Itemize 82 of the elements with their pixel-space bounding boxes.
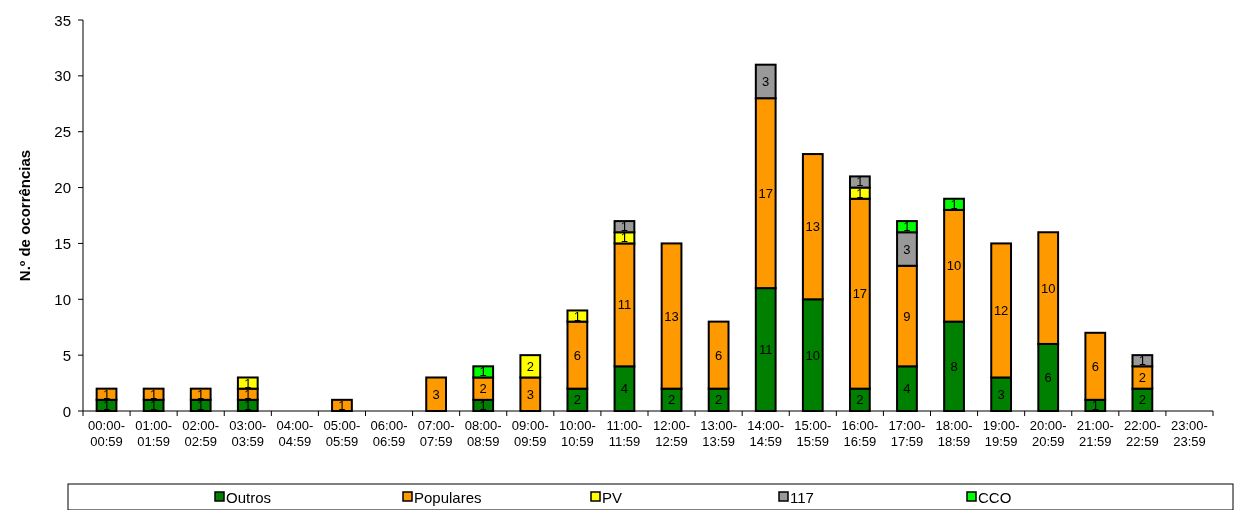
data-label: 1: [244, 375, 252, 391]
data-label: 12: [993, 302, 1009, 318]
x-tick-label: 16:00-16:59: [841, 418, 879, 449]
data-label: 13: [805, 219, 821, 235]
x-tick-label: 12:00-12:59: [653, 418, 690, 449]
data-label: 3: [997, 386, 1005, 402]
data-label: 2: [1138, 392, 1146, 408]
data-label: 6: [573, 347, 581, 363]
legend-label: Outros: [226, 488, 272, 506]
data-label: 10: [805, 347, 821, 363]
data-label: 1: [150, 386, 158, 402]
legend-label: Populares: [414, 488, 482, 506]
x-tick-label: 07:00-07:59: [417, 418, 455, 449]
data-label: 2: [479, 381, 487, 397]
data-label: 2: [573, 392, 581, 408]
data-label: 6: [1091, 358, 1099, 374]
data-label: 8: [950, 358, 958, 374]
y-tick-label: 5: [62, 346, 71, 364]
x-tick-label: 04:00-04:59: [276, 418, 314, 449]
data-label: 1: [197, 386, 205, 402]
y-tick-label: 15: [54, 234, 71, 252]
data-label: 1: [338, 397, 346, 413]
data-label: 6: [715, 347, 723, 363]
data-label: 4: [903, 381, 911, 397]
x-tick-label: 13:00-13:59: [700, 418, 738, 449]
x-tick-label: 20:00-20:59: [1029, 418, 1067, 449]
x-tick-label: 17:00-17:59: [888, 418, 926, 449]
data-label: 2: [526, 358, 534, 374]
legend-label: CCO: [978, 488, 1012, 506]
y-tick-label: 20: [54, 179, 71, 197]
data-label: 10: [946, 258, 962, 274]
x-tick-label: 01:00-01:59: [135, 418, 173, 449]
data-label: 1: [102, 386, 111, 402]
data-label: 1: [573, 308, 581, 324]
x-tick-label: 21:00-21:59: [1076, 418, 1114, 449]
data-label: 1: [479, 397, 487, 413]
legend-label: PV: [602, 488, 623, 506]
x-tick-label: 02:00-02:59: [182, 418, 220, 449]
data-label: 10: [1040, 280, 1056, 296]
data-label: 17: [758, 185, 773, 201]
data-label: 3: [903, 241, 911, 257]
data-label: 2: [856, 392, 864, 408]
data-label: 2: [667, 392, 676, 408]
data-label: 1: [479, 364, 487, 380]
x-tick-label: 10:00-10:59: [558, 418, 596, 449]
data-label: 11: [758, 342, 773, 358]
y-tick-label: 10: [54, 290, 71, 308]
data-label: 4: [620, 381, 629, 397]
x-tick-label: 23:00-23:59: [1171, 418, 1208, 449]
data-label: 17: [852, 286, 868, 302]
data-label: 11: [617, 297, 632, 313]
data-label: 1: [620, 230, 629, 246]
data-label: 13: [664, 308, 679, 324]
x-tick-label: 11:00-11:59: [606, 418, 643, 449]
y-tick-label: 0: [62, 402, 71, 420]
y-tick-label: 25: [54, 123, 71, 141]
x-tick-label: 00:00-00:59: [88, 418, 125, 449]
x-tick-label: 19:00-19:59: [982, 418, 1020, 449]
data-label: 1: [1138, 353, 1146, 369]
x-tick-label: 09:00-09:59: [511, 418, 549, 449]
data-label: 3: [762, 73, 770, 89]
x-tick-label: 14:00-14:59: [747, 418, 785, 449]
x-tick-label: 18:00-18:59: [935, 418, 973, 449]
data-label: 3: [432, 386, 440, 402]
y-tick-label: 30: [54, 67, 71, 85]
data-label: 6: [1044, 369, 1052, 385]
data-label: 2: [1138, 369, 1146, 385]
x-tick-label: 15:00-15:59: [794, 418, 832, 449]
data-label: 1: [1091, 397, 1099, 413]
y-axis-title: N.º de ocorrências: [15, 149, 33, 282]
x-tick-label: 06:00-06:59: [370, 418, 408, 449]
x-tick-label: 22:00-22:59: [1123, 418, 1161, 449]
data-label: 3: [526, 386, 534, 402]
data-label: 1: [903, 219, 911, 235]
data-label: 1: [950, 196, 958, 212]
x-tick-label: 05:00-05:59: [323, 418, 361, 449]
x-tick-label: 08:00-08:59: [464, 418, 502, 449]
y-tick-label: 35: [54, 11, 71, 29]
legend-label: 117: [790, 488, 814, 506]
data-label: 9: [903, 308, 911, 324]
x-tick-label: 03:00-03:59: [229, 418, 267, 449]
data-label: 2: [715, 392, 723, 408]
